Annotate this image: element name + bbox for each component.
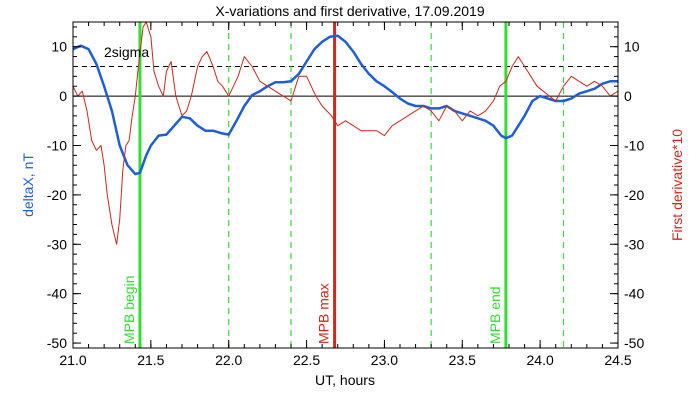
y-tick-label-left: 10 xyxy=(51,39,67,55)
x-tick-label: 22.0 xyxy=(215,352,242,368)
y-tick-label-left: -30 xyxy=(47,236,67,252)
y-tick-label-left: -50 xyxy=(47,335,67,351)
series-line-deltaX xyxy=(73,34,618,176)
y-tick-label-right: 10 xyxy=(624,39,640,55)
vline-label-mpb_max-3: MPB max xyxy=(316,283,332,344)
x-tick-label: 23.0 xyxy=(371,352,398,368)
y-tick-label-right: -50 xyxy=(624,335,644,351)
vline-label-mpb-0: MPB begin xyxy=(121,276,137,344)
y-tick-label-right: -10 xyxy=(624,137,644,153)
x-axis-label: UT, hours xyxy=(315,372,375,388)
x-axis: 21.0 21.5 22.0 22.5 23.0 23.5 24.0 24.5 xyxy=(59,22,632,368)
y-tick-label-left: 0 xyxy=(59,88,67,104)
x-tick-label: 23.5 xyxy=(449,352,476,368)
series-line-derivative xyxy=(73,22,618,245)
chart-title: X-variations and first derivative, 17.09… xyxy=(215,3,484,19)
x-tick-label: 24.0 xyxy=(527,352,554,368)
y-tick-label-left: -10 xyxy=(47,137,67,153)
y-axis-label-right: First derivative*10 xyxy=(669,129,685,241)
y-tick-label-right: -40 xyxy=(624,286,644,302)
y-tick-label-right: -20 xyxy=(624,187,644,203)
y-tick-label-right: 0 xyxy=(624,88,632,104)
x-tick-label: 21.5 xyxy=(137,352,164,368)
x-tick-label: 24.5 xyxy=(604,352,631,368)
x-tick-label: 22.5 xyxy=(293,352,320,368)
y-tick-label-right: -30 xyxy=(624,236,644,252)
plot-area xyxy=(73,22,618,348)
y-tick-label-left: -40 xyxy=(47,286,67,302)
sigma-label: 2sigma xyxy=(104,44,149,60)
plot-frame xyxy=(72,21,619,349)
vline-label-mpb-5: MPB end xyxy=(487,286,503,344)
y-axis-label-left: deltaX, nT xyxy=(20,153,36,217)
y-tick-label-left: -20 xyxy=(47,187,67,203)
x-tick-label: 21.0 xyxy=(59,352,86,368)
y-axis-left: 10 0 -10 -20 -30 -40 -50 xyxy=(47,26,81,351)
y-axis-right: 10 0 -10 -20 -30 -40 -50 xyxy=(610,26,644,351)
